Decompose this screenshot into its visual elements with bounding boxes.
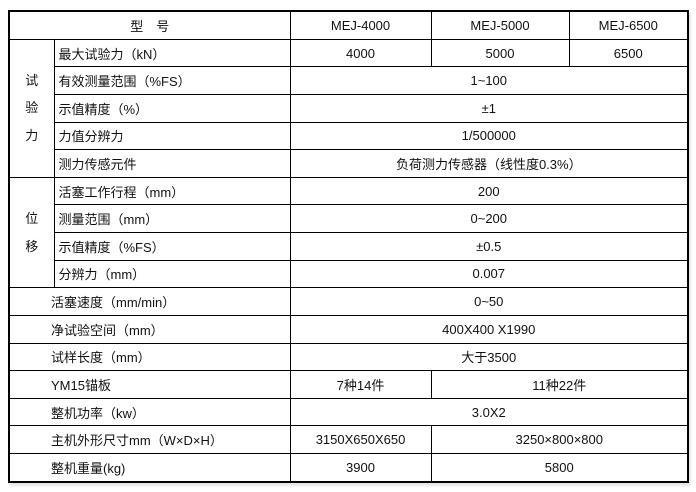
label-effective-range: 有效测量范围（%FS）: [53, 66, 291, 96]
spec-table: 型 号 MEJ-4000 MEJ-5000 MEJ-6500 试 验 力 最大试…: [8, 10, 690, 483]
row-force-resolution: 力值分辨力 1/500000: [9, 121, 689, 151]
label-piston-stroke: 活塞工作行程（mm）: [53, 176, 291, 206]
value-dimensions-mej-5000-6500: 3250×800×800: [430, 425, 689, 454]
label-dimensions: 主机外形尺寸mm（W×D×H）: [8, 425, 291, 454]
value-force-accuracy: ±1: [289, 94, 689, 123]
value-specimen-length: 大于3500: [289, 342, 689, 372]
label-disp-accuracy: 示值精度（%FS）: [53, 232, 291, 261]
group-force-char: 试: [25, 72, 39, 88]
group-label-force: 试 验 力: [8, 38, 55, 178]
row-anchor-plate: YM15锚板 7种14件 11种22件: [8, 370, 689, 399]
label-weight: 整机重量(kg): [8, 452, 291, 483]
label-force-accuracy: 示值精度（%）: [53, 94, 291, 123]
label-power: 整机功率（kw）: [8, 397, 291, 427]
model-name-mej-4000: MEJ-4000: [289, 10, 432, 40]
value-anchor-plate-mej-5000-6500: 11种22件: [430, 370, 689, 399]
row-disp-accuracy: 示值精度（%FS） ±0.5: [9, 232, 689, 261]
value-disp-range: 0~200: [289, 204, 689, 234]
value-dimensions-mej-4000: 3150X650X650: [289, 425, 432, 454]
label-piston-speed: 活塞速度（mm/min）: [8, 287, 291, 316]
value-force-resolution: 1/500000: [289, 121, 689, 151]
row-specimen-length: 试样长度（mm） 大于3500: [8, 342, 689, 372]
value-piston-speed: 0~50: [289, 287, 689, 316]
value-force-sensor: 负荷测力传感器（线性度0.3%）: [289, 149, 689, 178]
label-test-space: 净试验空间（mm）: [8, 314, 291, 344]
group-label-displacement: 位 移: [8, 176, 55, 289]
value-anchor-plate-mej-4000: 7种14件: [289, 370, 432, 399]
value-power: 3.0X2: [289, 397, 689, 427]
row-test-space: 净试验空间（mm） 400X400 X1990: [8, 314, 689, 344]
group-displacement-char: 移: [25, 238, 39, 254]
label-anchor-plate: YM15锚板: [8, 370, 291, 399]
value-weight-mej-4000: 3900: [289, 452, 432, 483]
row-force-accuracy: 示值精度（%） ±1: [9, 94, 689, 123]
header-row: 型 号 MEJ-4000 MEJ-5000 MEJ-6500: [8, 10, 689, 40]
label-max-force: 最大试验力（kN）: [53, 38, 291, 68]
value-piston-stroke: 200: [289, 176, 689, 206]
row-force-sensor: 测力传感元件 负荷测力传感器（线性度0.3%）: [9, 149, 689, 178]
value-max-force-mej-4000: 4000: [289, 38, 432, 68]
label-force-sensor: 测力传感元件: [53, 149, 291, 178]
row-piston-speed: 活塞速度（mm/min） 0~50: [8, 287, 689, 316]
value-disp-resolution: 0.007: [289, 259, 689, 289]
row-power: 整机功率（kw） 3.0X2: [8, 397, 689, 427]
label-specimen-length: 试样长度（mm）: [8, 342, 291, 372]
value-weight-mej-5000-6500: 5800: [430, 452, 689, 483]
model-name-mej-5000: MEJ-5000: [430, 10, 570, 40]
label-disp-range: 测量范围（mm）: [53, 204, 291, 234]
model-header-label: 型 号: [8, 10, 291, 40]
row-disp-range: 测量范围（mm） 0~200: [9, 204, 689, 234]
row-weight: 整机重量(kg) 3900 5800: [8, 452, 689, 483]
row-max-force: 试 验 力 最大试验力（kN） 4000 5000 6500: [8, 38, 689, 178]
value-effective-range: 1~100: [289, 66, 689, 96]
row-effective-range: 有效测量范围（%FS） 1~100: [9, 66, 689, 96]
group-displacement-char: 位: [25, 210, 39, 226]
value-max-force-mej-6500: 6500: [568, 38, 689, 68]
label-disp-resolution: 分辨力（mm）: [53, 259, 291, 289]
model-name-mej-6500: MEJ-6500: [568, 10, 689, 40]
value-test-space: 400X400 X1990: [289, 314, 689, 344]
row-disp-resolution: 分辨力（mm） 0.007: [9, 259, 689, 289]
value-max-force-mej-5000: 5000: [430, 38, 570, 68]
label-force-resolution: 力值分辨力: [53, 121, 291, 151]
group-force-char: 验: [25, 100, 39, 116]
value-disp-accuracy: ±0.5: [289, 232, 689, 261]
row-dimensions: 主机外形尺寸mm（W×D×H） 3150X650X650 3250×800×80…: [8, 425, 689, 454]
group-force-char: 力: [25, 128, 39, 144]
row-piston-stroke: 位 移 活塞工作行程（mm） 200: [8, 176, 689, 289]
